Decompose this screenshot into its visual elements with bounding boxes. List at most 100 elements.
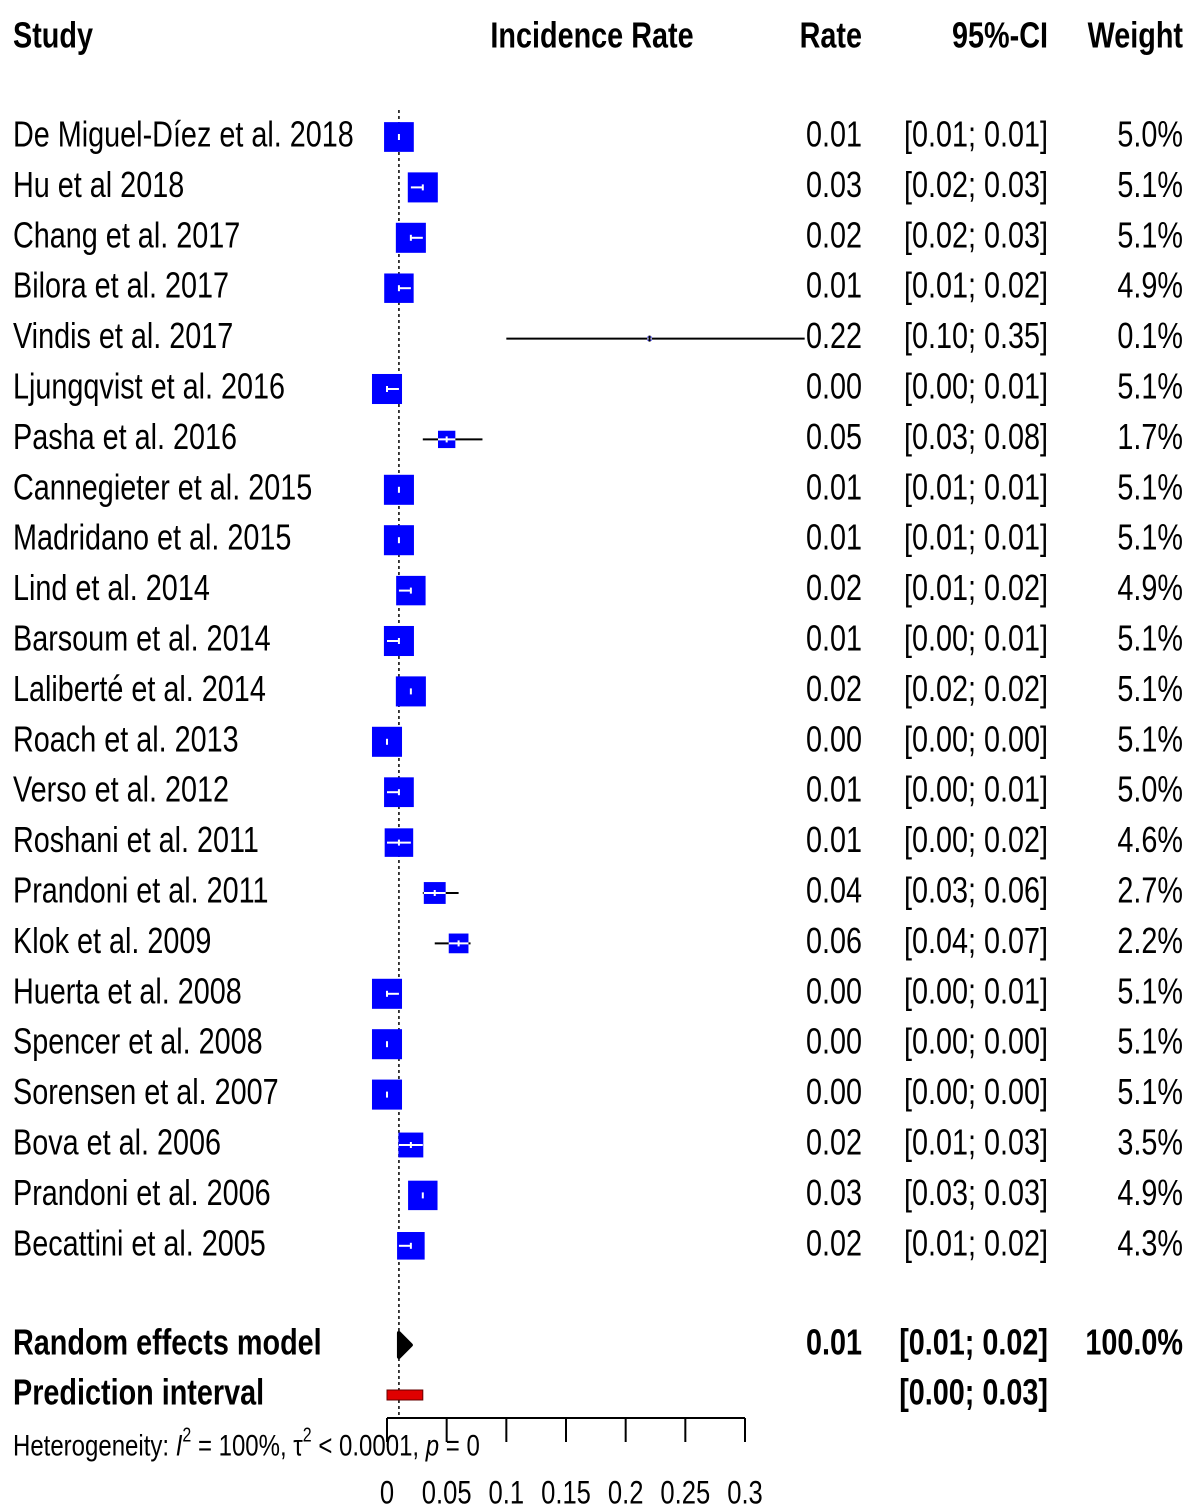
ci-label: [0.01; 0.01] [904, 517, 1048, 558]
study-name: Lind et al. 2014 [13, 567, 210, 608]
random-ci: [0.01; 0.02] [899, 1321, 1048, 1362]
ci-label: [0.03; 0.08] [904, 416, 1048, 457]
heterogeneity-part: Heterogeneity: [13, 1428, 176, 1462]
x-tick-label: 0.05 [422, 1476, 472, 1511]
weight-label: 5.1% [1117, 718, 1183, 759]
weight-label: 4.9% [1117, 1172, 1183, 1213]
rate-label: 0.01 [806, 517, 862, 558]
study-name: Bilora et al. 2017 [13, 265, 229, 306]
study-name: Huerta et al. 2008 [13, 970, 242, 1011]
weight-label: 5.1% [1117, 970, 1183, 1011]
ci-label: [0.01; 0.03] [904, 1121, 1048, 1162]
x-tick-label: 0.15 [541, 1476, 591, 1511]
weight-label: 5.0% [1117, 769, 1183, 810]
weight-label: 5.1% [1117, 1021, 1183, 1062]
random-rate: 0.01 [806, 1321, 862, 1362]
rate-label: 0.01 [806, 617, 862, 658]
ci-label: [0.03; 0.03] [904, 1172, 1048, 1213]
ci-label: [0.00; 0.01] [904, 617, 1048, 658]
rate-label: 0.02 [806, 1222, 862, 1263]
header-weight: Weight [1088, 14, 1184, 55]
weight-label: 1.7% [1117, 416, 1183, 457]
study-name: De Miguel-Díez et al. 2018 [13, 113, 354, 154]
study-name: Hu et al 2018 [13, 164, 184, 205]
heterogeneity-part: p [425, 1428, 439, 1462]
x-tick-label: 0 [380, 1476, 394, 1511]
ci-label: [0.00; 0.00] [904, 1071, 1048, 1112]
header-ci: 95%-CI [952, 14, 1048, 55]
rate-label: 0.02 [806, 567, 862, 608]
ci-label: [0.01; 0.02] [904, 265, 1048, 306]
study-name: Ljungqvist et al. 2016 [13, 365, 285, 406]
ci-label: [0.00; 0.00] [904, 1021, 1048, 1062]
random-name: Random effects model [13, 1321, 322, 1362]
ci-label: [0.02; 0.02] [904, 668, 1048, 709]
prediction-name: Prediction interval [13, 1371, 264, 1412]
rate-label: 0.03 [806, 1172, 862, 1213]
weight-label: 4.3% [1117, 1222, 1183, 1263]
header-plot: Incidence Rate [490, 14, 693, 55]
ci-label: [0.10; 0.35] [904, 315, 1048, 356]
study-name: Vindis et al. 2017 [13, 315, 233, 356]
weight-label: 5.0% [1117, 113, 1183, 154]
rate-label: 0.02 [806, 668, 862, 709]
weight-label: 5.1% [1117, 517, 1183, 558]
weight-label: 5.1% [1117, 214, 1183, 255]
study-name: Roach et al. 2013 [13, 718, 239, 759]
ci-label: [0.01; 0.02] [904, 1222, 1048, 1263]
study-name: Barsoum et al. 2014 [13, 617, 271, 658]
weight-label: 3.5% [1117, 1121, 1183, 1162]
weight-label: 4.9% [1117, 567, 1183, 608]
weight-label: 0.1% [1117, 315, 1183, 356]
ci-label: [0.03; 0.06] [904, 869, 1048, 910]
random-weight: 100.0% [1085, 1321, 1183, 1362]
ci-label: [0.00; 0.01] [904, 769, 1048, 810]
rate-label: 0.00 [806, 1071, 862, 1112]
heterogeneity-part: 2 [182, 1424, 191, 1446]
x-tick-label: 0.3 [727, 1476, 763, 1511]
study-name: Cannegieter et al. 2015 [13, 466, 312, 507]
weight-label: 5.1% [1117, 466, 1183, 507]
weight-label: 2.7% [1117, 869, 1183, 910]
ci-label: [0.02; 0.03] [904, 214, 1048, 255]
ci-label: [0.04; 0.07] [904, 920, 1048, 961]
study-name: Klok et al. 2009 [13, 920, 211, 961]
weight-label: 5.1% [1117, 668, 1183, 709]
study-name: Becattini et al. 2005 [13, 1222, 266, 1263]
rate-label: 0.04 [806, 869, 862, 910]
study-name: Sorensen et al. 2007 [13, 1071, 279, 1112]
study-name: Chang et al. 2017 [13, 214, 240, 255]
weight-label: 4.9% [1117, 265, 1183, 306]
heterogeneity-part: 2 [303, 1424, 312, 1446]
x-tick-label: 0.2 [608, 1476, 644, 1511]
rate-label: 0.02 [806, 214, 862, 255]
study-name: Pasha et al. 2016 [13, 416, 237, 457]
study-name: Madridano et al. 2015 [13, 517, 291, 558]
ci-label: [0.00; 0.00] [904, 718, 1048, 759]
study-name: Prandoni et al. 2006 [13, 1172, 271, 1213]
weight-label: 5.1% [1117, 617, 1183, 658]
rate-label: 0.01 [806, 113, 862, 154]
study-name: Bova et al. 2006 [13, 1121, 221, 1162]
ci-label: [0.01; 0.01] [904, 113, 1048, 154]
weight-label: 4.6% [1117, 819, 1183, 860]
weight-label: 5.1% [1117, 365, 1183, 406]
heterogeneity: Heterogeneity: I2 = 100%, τ2 < 0.0001, p… [13, 1424, 480, 1463]
study-name: Roshani et al. 2011 [13, 819, 259, 860]
weight-label: 5.1% [1117, 164, 1183, 205]
rate-label: 0.02 [806, 1121, 862, 1162]
ci-label: [0.00; 0.01] [904, 970, 1048, 1011]
heterogeneity-part: = 100%, τ [191, 1428, 303, 1462]
heterogeneity-part: I [176, 1428, 183, 1462]
rate-label: 0.00 [806, 1021, 862, 1062]
prediction-ci: [0.00; 0.03] [899, 1371, 1048, 1412]
study-name: Prandoni et al. 2011 [13, 869, 268, 910]
summary-diamond [396, 1331, 413, 1359]
rate-label: 0.06 [806, 920, 862, 961]
rate-label: 0.22 [806, 315, 862, 356]
study-name: Spencer et al. 2008 [13, 1021, 263, 1062]
ci-label: [0.00; 0.02] [904, 819, 1048, 860]
weight-label: 2.2% [1117, 920, 1183, 961]
ci-label: [0.01; 0.01] [904, 466, 1048, 507]
